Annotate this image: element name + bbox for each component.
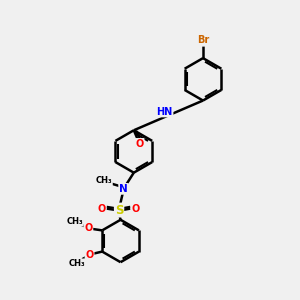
Text: N: N (119, 184, 128, 194)
Text: O: O (85, 250, 94, 260)
Text: CH₃: CH₃ (66, 217, 83, 226)
Text: CH₃: CH₃ (69, 259, 85, 268)
Text: O: O (97, 204, 106, 214)
Text: O: O (131, 204, 140, 214)
Text: S: S (115, 204, 123, 217)
Text: HN: HN (156, 106, 172, 117)
Text: O: O (84, 223, 92, 233)
Text: Br: Br (197, 35, 209, 46)
Text: O: O (136, 139, 144, 149)
Text: CH₃: CH₃ (95, 176, 112, 185)
